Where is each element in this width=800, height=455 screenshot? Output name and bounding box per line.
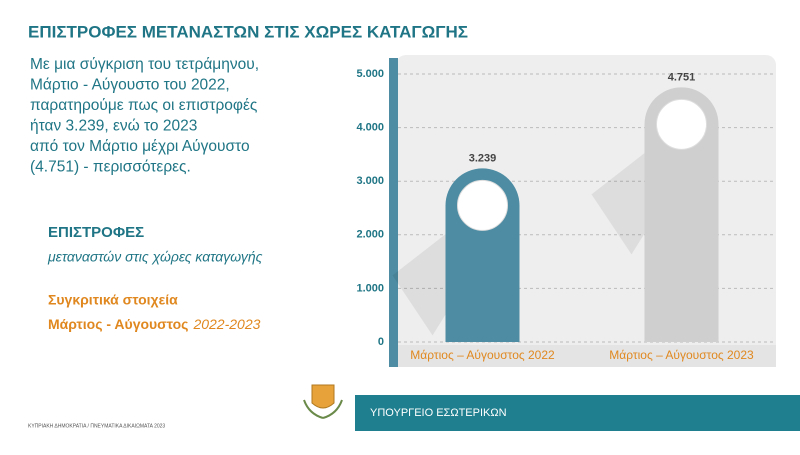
years: 2022-2023 bbox=[192, 316, 260, 332]
value-label: 3.239 bbox=[469, 152, 497, 164]
chart: 0 1.000 2.000 3.000 4.000 5.000 Μάρτιος – Αύγο… bbox=[356, 68, 776, 362]
x-tick-label: Μάρτιος – Αύγουστος 2023 bbox=[609, 348, 754, 362]
y-tick-label: 2.000 bbox=[356, 229, 384, 241]
ministry: ΥΠΟΥΡΓΕΙΟ ΕΣΩΤΕΡΙΚΩΝ bbox=[370, 407, 507, 419]
bar-knob bbox=[656, 98, 707, 150]
intro-line: παρατηρούμε πως οι επιστροφές bbox=[30, 97, 257, 114]
title: ΕΠΙΣΤΡΟΦΕΣ ΜΕΤΑΝΑΣΤΩΝ ΣΤΙΣ ΧΩΡΕΣ ΚΑΤΑΓΩΓ… bbox=[28, 22, 468, 41]
heading: ΕΠΙΣΤΡΟΦΕΣ bbox=[48, 224, 144, 241]
bar bbox=[644, 87, 719, 342]
subheading: μεταναστών στις χώρες καταγωγής bbox=[47, 249, 263, 265]
intro-line: ήταν 3.239, ενώ το 2023 bbox=[30, 118, 197, 135]
period: Μάρτιος - Αύγουστος bbox=[48, 316, 188, 332]
intro: Με μια σύγκριση του τετράμηνου, Μάρτιο - … bbox=[30, 56, 259, 176]
intro-line: (4.751) - περισσότερες. bbox=[30, 159, 191, 176]
intro-line: από τον Μάρτιο μέχρι Αύγουστο bbox=[30, 138, 250, 155]
footer-bar bbox=[355, 395, 800, 431]
intro-line: Μάρτιο - Αύγουστο του 2022, bbox=[30, 77, 230, 94]
intro-line: Με μια σύγκριση του τετράμηνου, bbox=[30, 56, 259, 73]
y-tick-label: 1.000 bbox=[356, 282, 384, 294]
y-tick-label: 5.000 bbox=[356, 68, 384, 80]
bar-knob bbox=[457, 179, 508, 231]
period-line: Μάρτιος - Αύγουστος 2022-2023 bbox=[48, 316, 261, 332]
y-tick-label: 4.000 bbox=[356, 122, 384, 134]
axis-band bbox=[389, 58, 398, 367]
category-band bbox=[398, 345, 776, 367]
label: Συγκριτικά στοιχεία bbox=[48, 292, 178, 308]
y-tick-label: 3.000 bbox=[356, 175, 384, 187]
emblem bbox=[303, 384, 343, 419]
y-tick-label: 0 bbox=[378, 336, 384, 348]
x-tick-label: Μάρτιος – Αύγουστος 2022 bbox=[410, 348, 555, 362]
copyright: ΚΥΠΡΙΑΚΗ ΔΗΜΟΚΡΑΤΙΑ / ΠΝΕΥΜΑΤΙΚΑ ΔΙΚΑΙΩΜ… bbox=[28, 423, 165, 429]
value-label: 4.751 bbox=[668, 71, 696, 83]
